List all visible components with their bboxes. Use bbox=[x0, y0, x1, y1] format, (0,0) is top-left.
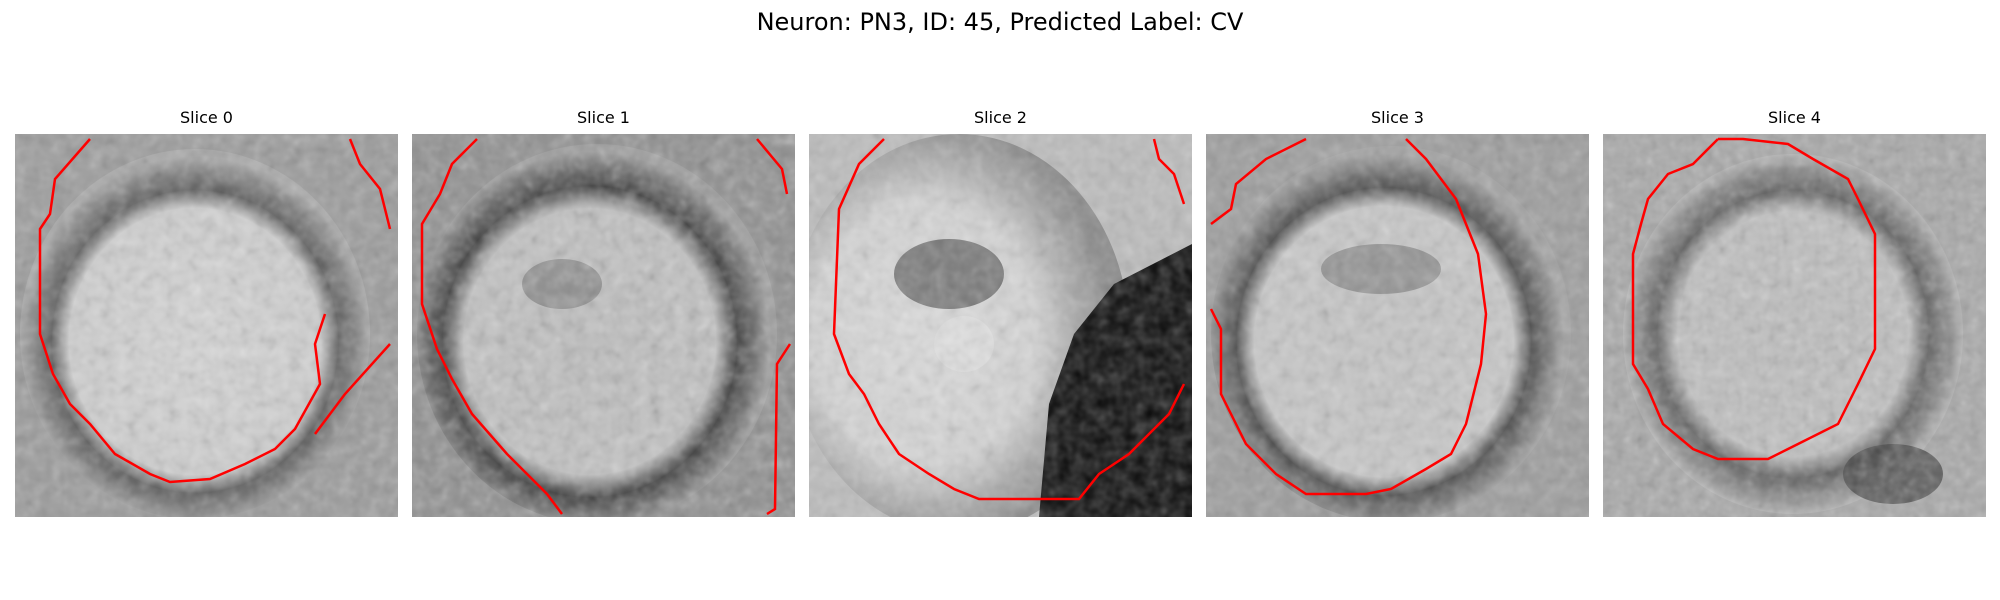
slice-image-4 bbox=[1603, 134, 1986, 517]
contour-line bbox=[1210, 137, 1307, 225]
slice-panel-3: Slice 3 bbox=[1206, 0, 1589, 600]
slice-panel-1: Slice 1 bbox=[412, 0, 795, 600]
slice-title-3: Slice 3 bbox=[1371, 108, 1424, 127]
slice-title-0: Slice 0 bbox=[180, 108, 233, 127]
slice-image-2 bbox=[809, 134, 1192, 517]
slice-panel-2: Slice 2 bbox=[809, 0, 1192, 600]
slice-image-0 bbox=[15, 134, 398, 517]
contour-line bbox=[38, 138, 327, 484]
slice-image-3 bbox=[1206, 134, 1589, 517]
slice-title-1: Slice 1 bbox=[577, 108, 630, 127]
figure-title: Neuron: PN3, ID: 45, Predicted Label: CV bbox=[756, 8, 1244, 36]
contour-line bbox=[832, 138, 1186, 501]
slice-image-1 bbox=[412, 134, 795, 517]
contour-line bbox=[1631, 137, 1877, 461]
contour-line bbox=[420, 138, 563, 515]
slice-title-2: Slice 2 bbox=[974, 108, 1027, 127]
slice-panel-4: Slice 4 bbox=[1603, 0, 1986, 600]
slice-panel-0: Slice 0 bbox=[15, 0, 398, 600]
slice-title-4: Slice 4 bbox=[1768, 108, 1821, 127]
